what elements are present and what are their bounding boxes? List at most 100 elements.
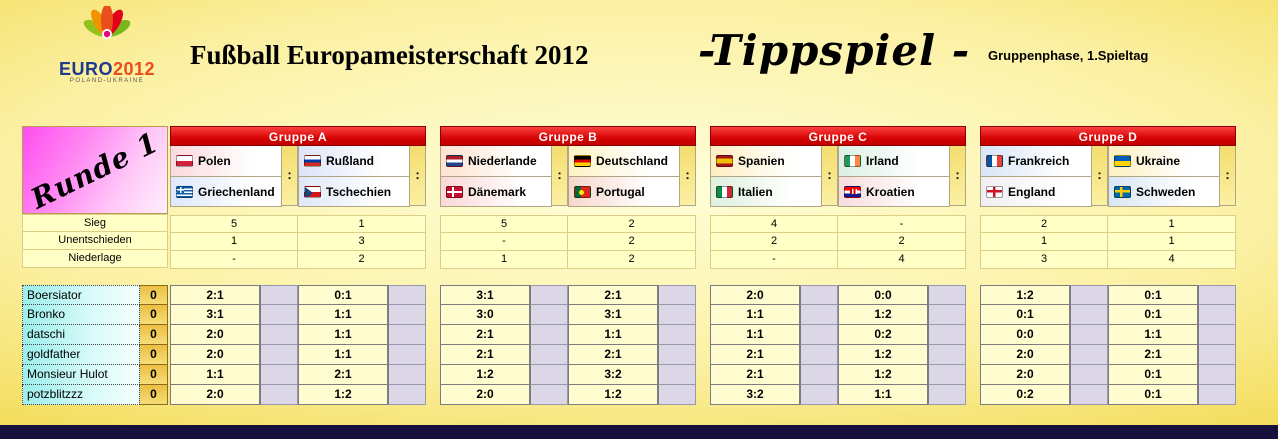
tip-cell[interactable]: 0:0 bbox=[838, 285, 928, 305]
earned-points-cell bbox=[260, 285, 298, 305]
tip-cell[interactable]: 1:2 bbox=[838, 305, 928, 325]
player-name: Monsieur Hulot bbox=[22, 365, 140, 385]
player-name: potzblitzzz bbox=[22, 385, 140, 405]
tip-cell[interactable]: 1:1 bbox=[710, 305, 800, 325]
tip-cell[interactable]: 2:1 bbox=[1108, 345, 1198, 365]
tip-cell[interactable]: 2:1 bbox=[440, 345, 530, 365]
tip-cell[interactable]: 0:1 bbox=[1108, 385, 1198, 405]
tip-cell[interactable]: 1:1 bbox=[1108, 325, 1198, 345]
page-title: Fußball Europameisterschaft 2012 bbox=[190, 40, 589, 70]
tip-cell[interactable]: 2:0 bbox=[980, 345, 1070, 365]
earned-points-cell bbox=[530, 325, 568, 345]
earned-points-cell bbox=[800, 345, 838, 365]
tip-cell[interactable]: 0:1 bbox=[1108, 305, 1198, 325]
tip-cell[interactable]: 1:2 bbox=[440, 365, 530, 385]
points-value: 2 bbox=[838, 233, 966, 251]
tip-cell[interactable]: 0:1 bbox=[980, 305, 1070, 325]
tip-cell[interactable]: 3:1 bbox=[440, 285, 530, 305]
team-name: Schweden bbox=[1136, 184, 1196, 199]
tip-cell[interactable]: 3:1 bbox=[170, 305, 260, 325]
tip-cell[interactable]: 2:0 bbox=[170, 385, 260, 405]
tip-cell[interactable]: 2:1 bbox=[568, 345, 658, 365]
tip-cell[interactable]: 1:2 bbox=[838, 365, 928, 385]
tip-cell[interactable]: 1:1 bbox=[298, 305, 388, 325]
earned-points-cell bbox=[388, 385, 426, 405]
player-total-points: 0 bbox=[140, 285, 168, 305]
match-irland-kroatien: Irland Kroatien : bbox=[838, 146, 966, 207]
earned-points-cell bbox=[530, 385, 568, 405]
score-separator: : bbox=[1220, 146, 1236, 206]
team-name: Polen bbox=[198, 154, 231, 168]
tip-cell[interactable]: 0:1 bbox=[1108, 285, 1198, 305]
earned-points-cell bbox=[530, 305, 568, 325]
points-value: 4 bbox=[1108, 251, 1236, 269]
team-name: Ukraine bbox=[1136, 154, 1181, 168]
tip-cell[interactable]: 1:1 bbox=[170, 365, 260, 385]
tip-cell[interactable]: 0:2 bbox=[838, 325, 928, 345]
earned-points-cell bbox=[658, 365, 696, 385]
score-separator: : bbox=[1092, 146, 1108, 206]
tip-cell[interactable]: 1:1 bbox=[710, 325, 800, 345]
denmark-flag-icon bbox=[446, 185, 463, 198]
points-value: 3 bbox=[980, 251, 1108, 269]
team-name: Rußland bbox=[326, 154, 374, 168]
points-value: - bbox=[440, 233, 568, 251]
player-row: Boersiator 0 2:1 0:1 3:1 2:1 2:0 0:0 1:2 0:1 bbox=[22, 285, 1256, 305]
groups-area: Gruppe A Polen Griechenland : Rußland bbox=[170, 126, 1236, 269]
earned-points-cell bbox=[260, 325, 298, 345]
score-separator: : bbox=[282, 146, 298, 206]
score-separator: : bbox=[680, 146, 696, 206]
group-d: Gruppe D Frankreich England : Ukraine bbox=[980, 126, 1236, 207]
match-ukraine-schweden: Ukraine Schweden : bbox=[1108, 146, 1236, 207]
player-row: goldfather 0 2:0 1:1 2:1 2:1 2:1 1:2 2:0 2:1 bbox=[22, 345, 1256, 365]
tip-cell[interactable]: 2:0 bbox=[710, 285, 800, 305]
tip-cell[interactable]: 2:0 bbox=[440, 385, 530, 405]
tip-cell[interactable]: 3:2 bbox=[568, 365, 658, 385]
tip-cell[interactable]: 1:2 bbox=[980, 285, 1070, 305]
tip-cell[interactable]: 2:0 bbox=[170, 345, 260, 365]
tip-cell[interactable]: 2:1 bbox=[170, 285, 260, 305]
team-name: Kroatien bbox=[866, 184, 915, 199]
points-value: 1 bbox=[170, 233, 298, 251]
tip-cell[interactable]: 1:1 bbox=[298, 325, 388, 345]
points-value: 2 bbox=[710, 233, 838, 251]
team-name: Irland bbox=[866, 154, 899, 168]
team-cell: Ukraine bbox=[1109, 146, 1219, 176]
sweden-flag-icon bbox=[1114, 185, 1131, 198]
tip-cell[interactable]: 2:1 bbox=[440, 325, 530, 345]
team-cell: Schweden bbox=[1109, 176, 1219, 206]
czech-flag-icon bbox=[304, 185, 321, 198]
tip-cell[interactable]: 1:2 bbox=[298, 385, 388, 405]
tip-cell[interactable]: 3:1 bbox=[568, 305, 658, 325]
group-c: Gruppe C Spanien Italien : Irland bbox=[710, 126, 966, 207]
player-name: goldfather bbox=[22, 345, 140, 365]
tip-cell[interactable]: 3:0 bbox=[440, 305, 530, 325]
tip-cell[interactable]: 0:2 bbox=[980, 385, 1070, 405]
tip-cell[interactable]: 2:1 bbox=[568, 285, 658, 305]
team-cell: Rußland bbox=[299, 146, 409, 176]
points-value: 4 bbox=[710, 215, 838, 233]
points-row-label-unentschieden: Unentschieden bbox=[22, 232, 168, 250]
team-cell: Irland bbox=[839, 146, 949, 176]
tip-cell[interactable]: 1:1 bbox=[568, 325, 658, 345]
tip-cell[interactable]: 0:1 bbox=[298, 285, 388, 305]
tip-cell[interactable]: 1:2 bbox=[838, 345, 928, 365]
tip-cell[interactable]: 1:2 bbox=[568, 385, 658, 405]
tip-cell[interactable]: 2:1 bbox=[710, 365, 800, 385]
tip-cell[interactable]: 0:0 bbox=[980, 325, 1070, 345]
tip-cell[interactable]: 2:1 bbox=[298, 365, 388, 385]
earned-points-cell bbox=[1198, 325, 1236, 345]
tip-cell[interactable]: 0:1 bbox=[1108, 365, 1198, 385]
player-predictions-table: Boersiator 0 2:1 0:1 3:1 2:1 2:0 0:0 1:2 0:1… bbox=[22, 285, 1256, 405]
tip-cell[interactable]: 1:1 bbox=[298, 345, 388, 365]
label-column: Runde 1 Sieg Unentschieden Niederlage bbox=[22, 126, 168, 269]
tip-cell[interactable]: 2:0 bbox=[980, 365, 1070, 385]
tip-cell[interactable]: 2:0 bbox=[170, 325, 260, 345]
tip-cell[interactable]: 2:1 bbox=[710, 345, 800, 365]
tip-cell[interactable]: 3:2 bbox=[710, 385, 800, 405]
player-total-points: 0 bbox=[140, 385, 168, 405]
spacer bbox=[22, 269, 1256, 285]
player-total-points: 0 bbox=[140, 345, 168, 365]
tip-cell[interactable]: 1:1 bbox=[838, 385, 928, 405]
